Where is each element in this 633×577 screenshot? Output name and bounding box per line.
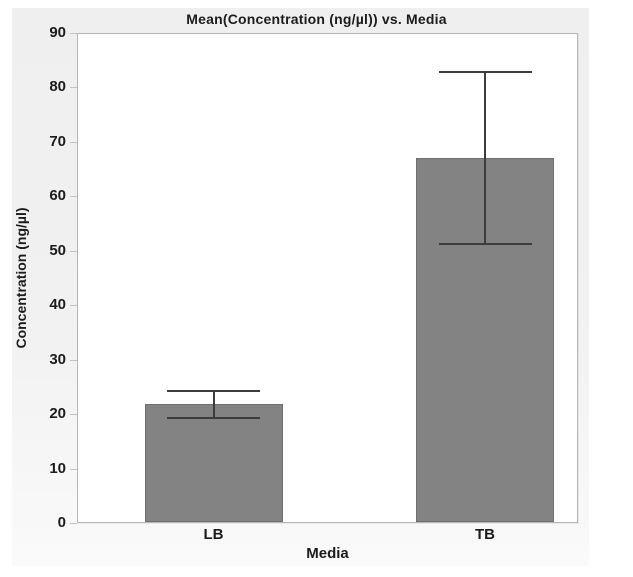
y-tick-mark xyxy=(70,142,77,143)
y-tick-mark xyxy=(70,414,77,415)
y-tick-mark xyxy=(70,305,77,306)
error-bar-cap-high-tb xyxy=(438,71,532,73)
y-tick-mark xyxy=(70,33,77,34)
y-tick-mark xyxy=(70,469,77,470)
x-tick-label-lb: LB xyxy=(203,526,224,543)
bar-lb xyxy=(144,404,283,522)
bar-tb xyxy=(416,158,554,522)
y-tick-label: 70 xyxy=(49,133,66,150)
error-bar-cap-low-tb xyxy=(438,243,532,245)
x-axis-label: Media xyxy=(306,545,349,562)
y-tick-label: 90 xyxy=(49,24,66,41)
error-bar-cap-high-lb xyxy=(167,390,260,392)
y-tick-label: 30 xyxy=(49,351,66,368)
chart-title: Mean(Concentration (ng/µl)) vs. Media xyxy=(186,11,447,27)
y-tick-label: 40 xyxy=(49,296,66,313)
y-tick-label: 0 xyxy=(57,514,66,531)
y-tick-label: 50 xyxy=(49,242,66,259)
y-tick-label: 80 xyxy=(49,78,66,95)
y-tick-label: 60 xyxy=(49,187,66,204)
error-bar-line-tb xyxy=(484,72,486,244)
y-tick-mark xyxy=(70,523,77,524)
x-tick-label-tb: TB xyxy=(475,526,495,543)
y-tick-mark xyxy=(70,360,77,361)
y-tick-label: 20 xyxy=(49,405,66,422)
y-tick-label: 10 xyxy=(49,460,66,477)
y-tick-mark xyxy=(70,87,77,88)
y-tick-mark xyxy=(70,196,77,197)
y-tick-mark xyxy=(70,251,77,252)
error-bar-line-lb xyxy=(212,391,215,418)
error-bar-cap-low-lb xyxy=(167,417,260,419)
